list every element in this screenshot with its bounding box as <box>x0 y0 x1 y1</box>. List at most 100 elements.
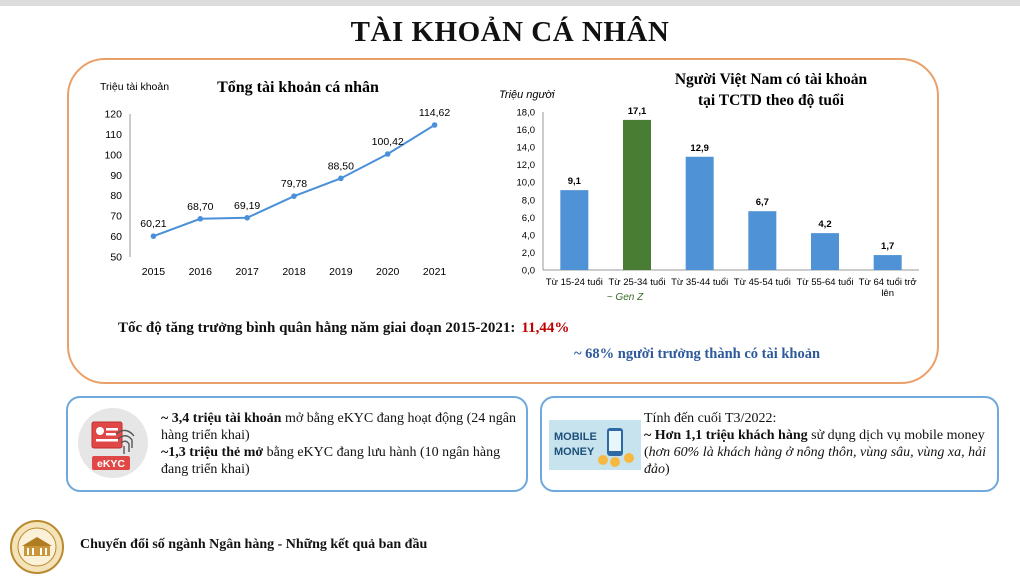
bar-chart-y-tick: 16,0 <box>517 125 536 136</box>
bar-chart-x-tick: Từ 15-24 tuổi <box>546 277 603 288</box>
footer-text: Chuyển đổi số ngành Ngân hàng - Những kế… <box>80 537 428 552</box>
line-chart-data-label: 68,70 <box>187 201 213 213</box>
line-chart-point <box>244 214 250 221</box>
line-chart-point <box>197 215 204 222</box>
line-chart-y-tick: 100 <box>104 149 122 161</box>
mobile-money-close: ) <box>665 462 670 477</box>
line-chart-x-tick: 2017 <box>235 266 259 278</box>
mobile-money-detail: ~ Hơn 1,1 triệu khách hàng sử dụng dịch … <box>644 427 992 478</box>
bar-chart-bar <box>811 233 839 270</box>
bar-chart-y-tick: 6,0 <box>522 213 535 224</box>
top-strip <box>0 0 1020 6</box>
bar-chart-data-label: 17,1 <box>628 106 647 117</box>
ekyc-icon: eKYC <box>78 408 148 478</box>
ekyc-accounts-rest: mở bằng eKYC đang hoạt động (24 ngân hàn… <box>161 411 516 443</box>
ekyc-accounts-bold: ~ 3,4 triệu tài khoản <box>161 411 282 426</box>
line-chart-data-label: 114,62 <box>419 107 450 119</box>
bar-chart-data-label: 6,7 <box>756 197 769 208</box>
line-chart-marks: 60,21 68,70 69,19 79,78 88,50 100,42 114,62 <box>140 107 450 239</box>
ekyc-accounts-line: ~ 3,4 triệu tài khoản mở bằng eKYC đang … <box>161 410 521 444</box>
bar-chart-x-tick: lên <box>881 288 894 299</box>
line-chart-data-label: 100,42 <box>372 136 404 148</box>
bar-chart-marks: 9,1 17,1 12,9 6,7 4,2 1,7 <box>560 106 902 271</box>
growth-rate-line: Tốc độ tăng trưởng bình quân hằng năm gi… <box>118 320 569 337</box>
line-chart-y-tick: 50 <box>110 252 122 264</box>
bar-chart-title-line-2: tại TCTD theo độ tuổi <box>698 92 845 109</box>
bar-chart-y-tick: 8,0 <box>522 195 535 206</box>
bar-chart-x-tick: Từ 45-54 tuổi <box>734 277 791 288</box>
bar-chart-y-tick: 4,0 <box>522 230 535 241</box>
bar-chart-axes: 0,0 2,0 4,0 6,0 8,0 10,0 12,0 14,0 16,0 18,0 Từ 15… <box>517 108 919 299</box>
ekyc-cards-bold: ~1,3 triệu thẻ mở <box>161 445 264 460</box>
bar-chart-y-tick: 10,0 <box>517 178 536 189</box>
bar-chart-x-tick: Từ 64 tuổi trở <box>859 277 917 288</box>
line-chart: Tổng tài khoản cá nhân Triệu tài khoản 5… <box>100 79 450 279</box>
line-chart-data-label: 79,78 <box>281 178 307 190</box>
bar-chart-y-tick: 0,0 <box>522 266 535 277</box>
line-chart-title: Tổng tài khoản cá nhân <box>217 79 379 96</box>
ekyc-card-text: ~ 3,4 triệu tài khoản mở bằng eKYC đang … <box>161 410 521 478</box>
bar-chart-bar <box>623 119 651 271</box>
mobile-money-bold: ~ Hơn 1,1 triệu khách hàng <box>644 428 808 443</box>
line-chart-data-label: 60,21 <box>140 218 166 230</box>
bar-chart-x-tick: Từ 25-34 tuổi <box>608 277 665 288</box>
bar-chart-y-tick: 12,0 <box>517 160 536 171</box>
line-chart-point <box>338 175 344 182</box>
mobile-money-intro: Tính đến cuối T3/2022: <box>644 411 777 426</box>
bar-chart-data-label: 12,9 <box>690 143 709 154</box>
mobile-money-card-text: Tính đến cuối T3/2022: ~ Hơn 1,1 triệu k… <box>644 410 992 478</box>
line-chart-x-tick: 2015 <box>142 266 166 278</box>
mobile-money-label-1: MOBILE <box>554 431 597 443</box>
line-chart-x-tick: 2021 <box>423 266 447 278</box>
bar-chart-data-label: 4,2 <box>818 219 831 230</box>
mobile-money-italic: hơn 60% là khách hàng ở nông thôn, vùng … <box>644 445 986 477</box>
line-chart-y-tick: 80 <box>110 190 122 202</box>
bar-chart: Người Việt Nam có tài khoản tại TCTD the… <box>499 71 919 303</box>
line-chart-point <box>150 233 157 239</box>
bar-chart-data-label: 1,7 <box>881 241 894 252</box>
page-title: TÀI KHOẢN CÁ NHÂN <box>350 16 670 48</box>
line-chart-y-tick: 60 <box>110 231 122 243</box>
bar-chart-bar <box>560 190 589 270</box>
line-chart-y-tick: 70 <box>110 211 122 223</box>
bar-chart-y-tick: 2,0 <box>522 248 535 259</box>
gen-z-annotation: ~ Gen Z <box>607 292 644 303</box>
ekyc-cards-rest: bằng eKYC đang lưu hành (10 ngân hàng đa… <box>161 445 501 477</box>
mobile-money-icon: MOBILE MONEY <box>549 420 641 470</box>
bar-chart-x-tick: Từ 35-44 tuổi <box>671 277 728 288</box>
ekyc-cards-line: ~1,3 triệu thẻ mở bằng eKYC đang lưu hàn… <box>161 444 521 478</box>
line-chart-x-tick: 2019 <box>329 266 353 278</box>
line-chart-point <box>431 122 438 128</box>
line-chart-x-tick: 2016 <box>189 266 213 278</box>
line-chart-x-tick: 2018 <box>282 266 306 278</box>
bar-chart-x-tick: Từ 55-64 tuổi <box>796 277 853 288</box>
ekyc-icon-label: eKYC <box>97 458 125 470</box>
line-chart-data-label: 88,50 <box>328 160 354 172</box>
line-chart-data-label: 69,19 <box>234 200 260 212</box>
growth-rate-label: Tốc độ tăng trưởng bình quân hằng năm gi… <box>118 320 516 336</box>
bar-chart-bar <box>748 211 777 270</box>
growth-rate-value: 11,44% <box>521 320 570 336</box>
line-chart-point <box>384 151 391 157</box>
bar-chart-y-tick: 18,0 <box>517 108 536 119</box>
bar-chart-y-tick: 14,0 <box>517 143 536 154</box>
line-chart-point <box>291 193 297 199</box>
line-chart-x-tick: 2020 <box>376 266 400 278</box>
mobile-money-label-2: MONEY <box>554 446 595 458</box>
line-chart-y-tick: 90 <box>110 170 122 182</box>
line-chart-y-tick: 110 <box>105 129 122 141</box>
sbv-logo <box>6 519 68 575</box>
charts-panel <box>67 58 939 384</box>
ekyc-card: eKYC ~ 3,4 triệu tài khoản mở bằng eKYC … <box>66 396 528 492</box>
mobile-money-card: MOBILE MONEY Tính đến cuối T3/2022: ~ Hơ… <box>540 396 999 492</box>
line-chart-axes: 50 60 70 80 90 100 110 120 2015 2016 2017 2018 2019 2… <box>104 109 446 279</box>
mobile-money-rest: sử dụng dịch vụ mobile money ( <box>644 428 985 460</box>
bar-chart-bar <box>873 255 902 270</box>
bar-chart-data-label: 9,1 <box>568 176 582 187</box>
line-chart-y-tick: 120 <box>104 109 122 121</box>
adults-account-note: ~ 68% người trưởng thành có tài khoản <box>574 346 821 362</box>
bar-chart-title-line-1: Người Việt Nam có tài khoản <box>675 71 868 88</box>
line-chart-ylabel: Triệu tài khoản <box>100 81 169 93</box>
bar-chart-ylabel: Triệu người <box>499 89 555 101</box>
bar-chart-bar <box>685 156 714 270</box>
